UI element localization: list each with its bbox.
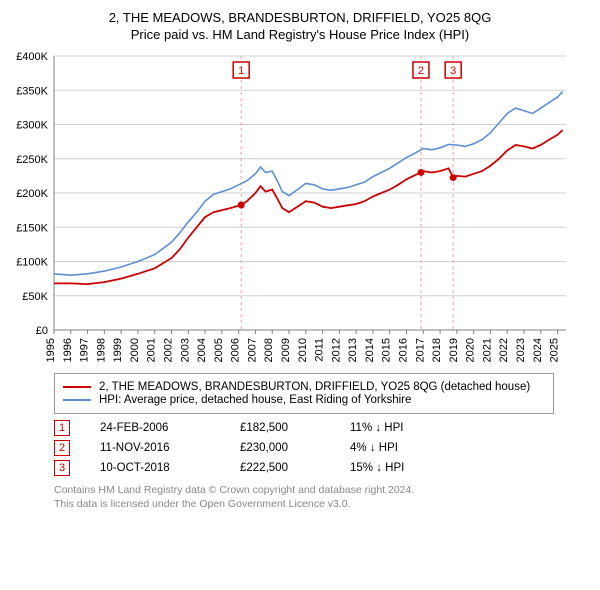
x-axis-label: 1996 bbox=[62, 338, 74, 362]
sales-diff: 15% ↓ HPI bbox=[350, 462, 460, 474]
sales-date: 11-NOV-2016 bbox=[100, 442, 240, 454]
series-hpi bbox=[54, 92, 563, 276]
sales-marker-icon: 2 bbox=[54, 440, 70, 456]
series-property bbox=[54, 130, 563, 284]
x-axis-label: 2005 bbox=[213, 338, 225, 362]
legend-label: HPI: Average price, detached house, East… bbox=[99, 394, 411, 406]
x-axis-label: 2001 bbox=[146, 338, 158, 362]
sales-row: 2 11-NOV-2016£230,0004% ↓ HPI bbox=[54, 440, 586, 456]
chart-title: 2, THE MEADOWS, BRANDESBURTON, DRIFFIELD… bbox=[10, 10, 590, 25]
line-chart-svg: £0 £50K £100K £150K £200K £250K £300K £350K £400… bbox=[10, 50, 570, 365]
chart-plot: £0 £50K £100K £150K £200K £250K £300K £350K £400… bbox=[10, 50, 590, 365]
footer-attribution: Contains HM Land Registry data © Crown c… bbox=[54, 484, 586, 511]
sale-marker-dot bbox=[238, 201, 245, 208]
x-axis-label: 2006 bbox=[230, 338, 242, 362]
x-axis-label: 2009 bbox=[280, 338, 292, 362]
y-axis-label: £100K bbox=[16, 257, 48, 269]
x-axis-label: 2004 bbox=[196, 338, 208, 362]
footer-line-2: This data is licensed under the Open Gov… bbox=[54, 498, 586, 512]
sales-date: 24-FEB-2006 bbox=[100, 422, 240, 434]
sales-diff: 11% ↓ HPI bbox=[350, 422, 460, 434]
sale-marker-number: 3 bbox=[450, 65, 456, 77]
sale-marker-dot bbox=[450, 174, 457, 181]
legend: 2, THE MEADOWS, BRANDESBURTON, DRIFFIELD… bbox=[54, 373, 554, 414]
x-axis-label: 2000 bbox=[129, 338, 141, 362]
chart-container: 2, THE MEADOWS, BRANDESBURTON, DRIFFIELD… bbox=[0, 0, 600, 517]
x-axis-label: 2015 bbox=[381, 338, 393, 362]
x-axis-label: 2016 bbox=[398, 338, 410, 362]
x-axis-label: 1997 bbox=[79, 338, 91, 362]
x-axis-label: 1995 bbox=[45, 338, 57, 362]
sales-row: 3 10-OCT-2018£222,50015% ↓ HPI bbox=[54, 460, 586, 476]
x-axis-label: 2024 bbox=[532, 338, 544, 362]
x-axis-label: 2002 bbox=[163, 338, 175, 362]
sales-table: 1 24-FEB-2006£182,50011% ↓ HPI 2 11-NOV-201… bbox=[54, 420, 586, 476]
x-axis-label: 2011 bbox=[314, 338, 326, 362]
sales-marker-icon: 3 bbox=[54, 460, 70, 476]
y-axis-label: £150K bbox=[16, 222, 48, 234]
sales-price: £222,500 bbox=[240, 462, 350, 474]
sales-price: £182,500 bbox=[240, 422, 350, 434]
x-axis-label: 1999 bbox=[112, 338, 124, 362]
x-axis-label: 2007 bbox=[246, 338, 258, 362]
x-axis-label: 2020 bbox=[465, 338, 477, 362]
x-axis-label: 2023 bbox=[515, 338, 527, 362]
sale-marker-dot bbox=[417, 169, 424, 176]
sale-marker-number: 1 bbox=[238, 65, 244, 77]
x-axis-label: 2018 bbox=[431, 338, 443, 362]
x-axis-label: 2021 bbox=[481, 338, 493, 362]
y-axis-label: £250K bbox=[16, 154, 48, 166]
legend-row: HPI: Average price, detached house, East… bbox=[63, 394, 545, 406]
x-axis-label: 1998 bbox=[95, 338, 107, 362]
sales-row: 1 24-FEB-2006£182,50011% ↓ HPI bbox=[54, 420, 586, 436]
sales-date: 10-OCT-2018 bbox=[100, 462, 240, 474]
y-axis-label: £200K bbox=[16, 188, 48, 200]
x-axis-label: 2003 bbox=[179, 338, 191, 362]
y-axis-label: £300K bbox=[16, 120, 48, 132]
chart-subtitle: Price paid vs. HM Land Registry's House … bbox=[10, 27, 590, 42]
x-axis-label: 2017 bbox=[414, 338, 426, 362]
x-axis-label: 2019 bbox=[448, 338, 460, 362]
sale-marker-number: 2 bbox=[418, 65, 424, 77]
x-axis-label: 2022 bbox=[498, 338, 510, 362]
sales-price: £230,000 bbox=[240, 442, 350, 454]
x-axis-label: 2014 bbox=[364, 338, 376, 362]
legend-swatch bbox=[63, 386, 91, 388]
legend-swatch bbox=[63, 399, 91, 401]
y-axis-label: £350K bbox=[16, 85, 48, 97]
y-axis-label: £0 bbox=[36, 325, 48, 337]
y-axis-label: £50K bbox=[22, 291, 48, 303]
sales-marker-icon: 1 bbox=[54, 420, 70, 436]
y-axis-label: £400K bbox=[16, 51, 48, 63]
footer-line-1: Contains HM Land Registry data © Crown c… bbox=[54, 484, 586, 498]
sales-diff: 4% ↓ HPI bbox=[350, 442, 460, 454]
x-axis-label: 2010 bbox=[297, 338, 309, 362]
x-axis-label: 2025 bbox=[549, 338, 561, 362]
legend-row: 2, THE MEADOWS, BRANDESBURTON, DRIFFIELD… bbox=[63, 381, 545, 393]
legend-label: 2, THE MEADOWS, BRANDESBURTON, DRIFFIELD… bbox=[99, 381, 530, 393]
x-axis-label: 2013 bbox=[347, 338, 359, 362]
x-axis-label: 2012 bbox=[330, 338, 342, 362]
x-axis-label: 2008 bbox=[263, 338, 275, 362]
